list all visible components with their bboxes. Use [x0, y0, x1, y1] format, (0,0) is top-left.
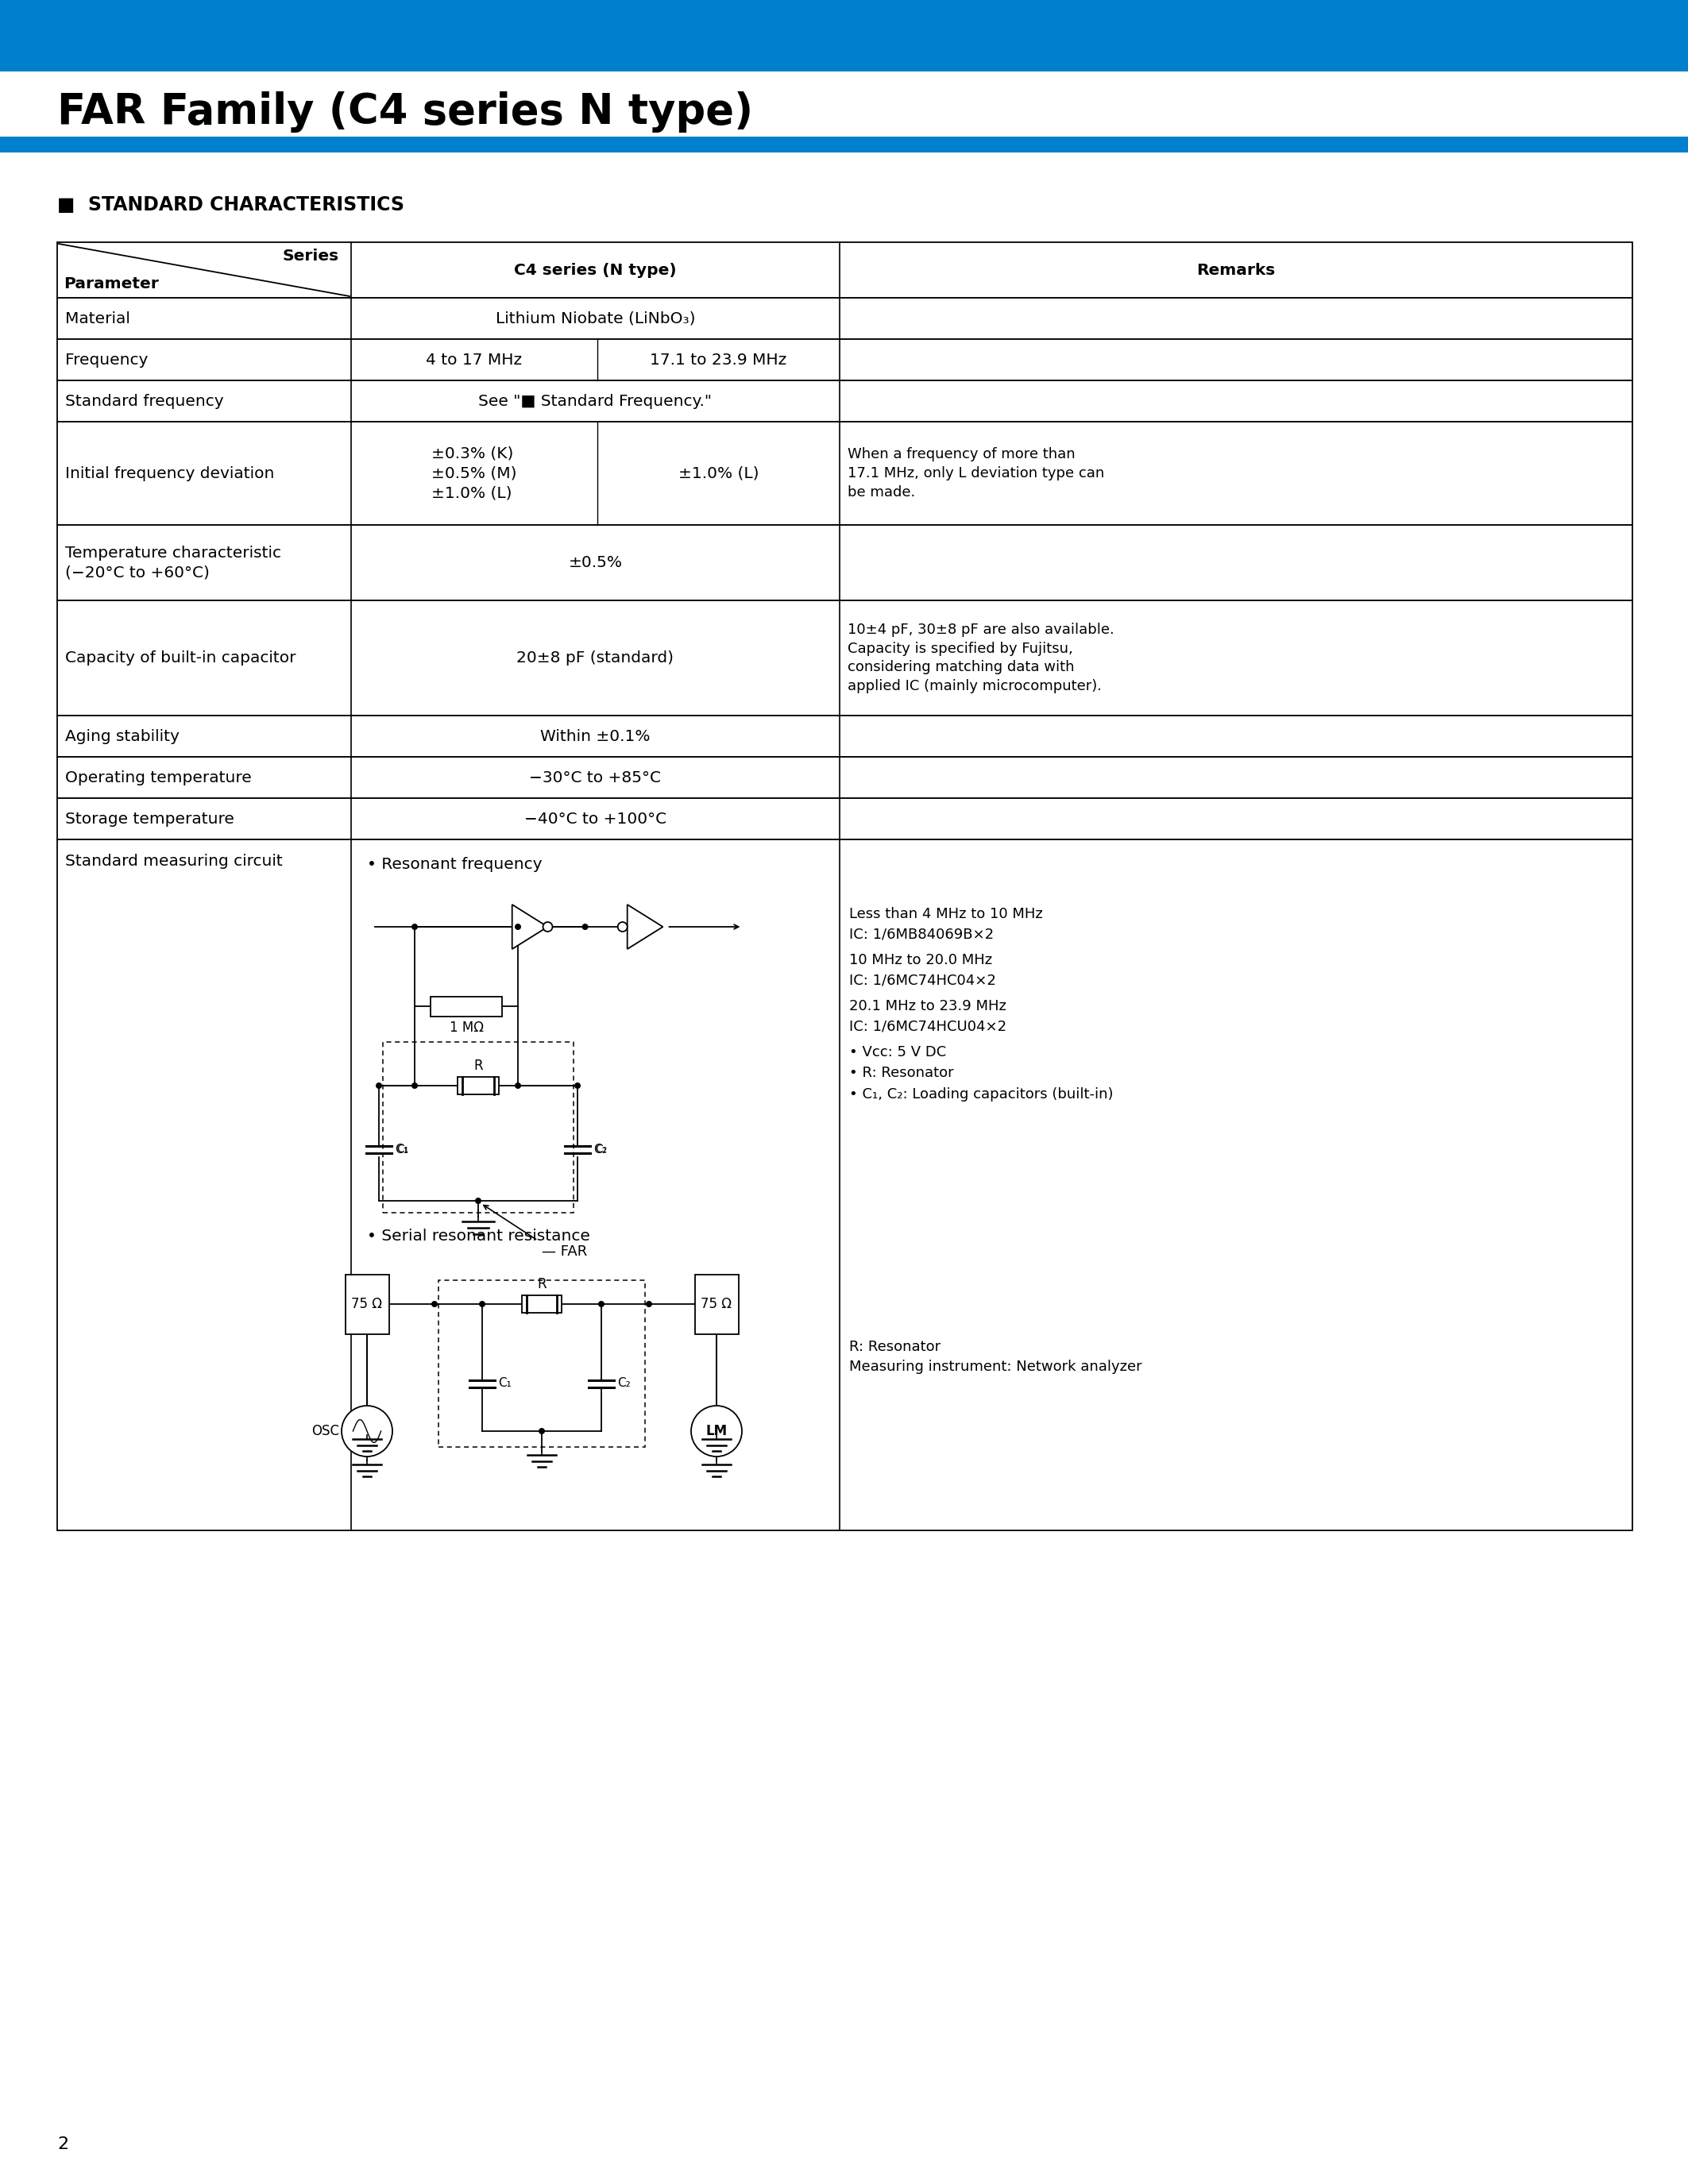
Bar [57, 524, 1632, 601]
Bar [457, 1077, 500, 1094]
Bar [522, 1295, 562, 1313]
Circle shape [412, 924, 419, 930]
Circle shape [598, 1302, 604, 1308]
Bar [0, 0, 1688, 72]
Text: FAR Family (C4 series N type): FAR Family (C4 series N type) [57, 92, 753, 133]
Text: OSC: OSC [311, 1424, 339, 1439]
Circle shape [432, 1302, 437, 1308]
Text: ■  STANDARD CHARACTERISTICS: ■ STANDARD CHARACTERISTICS [57, 194, 405, 214]
Circle shape [618, 922, 628, 933]
Text: 4 to 17 MHz: 4 to 17 MHz [425, 352, 522, 367]
Text: C₁: C₁ [498, 1378, 511, 1389]
Text: See "■ Standard Frequency.": See "■ Standard Frequency." [479, 393, 712, 408]
Bar [57, 242, 1632, 297]
Text: • Resonant frequency: • Resonant frequency [366, 856, 542, 871]
Circle shape [479, 1302, 486, 1308]
Circle shape [690, 1406, 743, 1457]
Text: 10 MHz to 20.0 MHz
IC: 1/6MC74HC04×2: 10 MHz to 20.0 MHz IC: 1/6MC74HC04×2 [849, 952, 996, 987]
Bar [57, 839, 1632, 1531]
Circle shape [341, 1406, 392, 1457]
Text: C₂: C₂ [594, 1142, 606, 1155]
Circle shape [474, 1197, 481, 1203]
Text: LM: LM [706, 1424, 728, 1439]
Text: Temperature characteristic
(−20°C to +60°C): Temperature characteristic (−20°C to +60… [66, 546, 282, 581]
Text: 17.1 to 23.9 MHz: 17.1 to 23.9 MHz [650, 352, 787, 367]
Text: • Vcc: 5 V DC
• R: Resonator
• C₁, C₂: Loading capacitors (built-in): • Vcc: 5 V DC • R: Resonator • C₁, C₂: L… [849, 1046, 1114, 1101]
Text: C₂: C₂ [618, 1378, 631, 1389]
Text: 2: 2 [57, 2136, 69, 2151]
Text: 10±4 pF, 30±8 pF are also available.
Capacity is specified by Fujitsu,
consideri: 10±4 pF, 30±8 pF are also available. Cap… [847, 622, 1114, 692]
Bar [57, 380, 1632, 422]
Bar [439, 1280, 645, 1448]
Polygon shape [628, 904, 663, 950]
Text: Lithium Niobate (LiNbO₃): Lithium Niobate (LiNbO₃) [496, 310, 695, 325]
Text: Parameter: Parameter [64, 277, 159, 290]
Text: Material: Material [66, 310, 130, 325]
Circle shape [582, 924, 589, 930]
Bar [695, 1273, 738, 1334]
Bar [383, 1042, 574, 1212]
Text: R: R [537, 1278, 547, 1291]
Text: C₁: C₁ [395, 1142, 408, 1155]
Bar [57, 339, 1632, 380]
Bar [57, 601, 1632, 716]
Bar [57, 422, 1632, 524]
Text: Frequency: Frequency [66, 352, 149, 367]
Text: ±0.5%: ±0.5% [569, 555, 623, 570]
Circle shape [544, 922, 552, 933]
Circle shape [538, 1428, 545, 1435]
Text: Standard measuring circuit: Standard measuring circuit [66, 854, 282, 869]
Text: — FAR: — FAR [542, 1245, 587, 1258]
Bar [57, 297, 1632, 339]
Text: C₂: C₂ [594, 1144, 608, 1155]
Bar [57, 716, 1632, 758]
Polygon shape [511, 904, 547, 950]
Text: Series: Series [282, 249, 339, 264]
Text: 75 Ω: 75 Ω [351, 1297, 383, 1310]
Text: R: R [474, 1059, 483, 1072]
Text: 75 Ω: 75 Ω [701, 1297, 733, 1310]
Text: −40°C to +100°C: −40°C to +100°C [525, 810, 667, 826]
Text: When a frequency of more than
17.1 MHz, only L deviation type can
be made.: When a frequency of more than 17.1 MHz, … [847, 448, 1104, 500]
Circle shape [412, 1083, 419, 1090]
Text: Initial frequency deviation: Initial frequency deviation [66, 465, 275, 480]
Text: Standard frequency: Standard frequency [66, 393, 225, 408]
Text: 20±8 pF (standard): 20±8 pF (standard) [517, 651, 674, 666]
Text: 20.1 MHz to 23.9 MHz
IC: 1/6MC74HCU04×2: 20.1 MHz to 23.9 MHz IC: 1/6MC74HCU04×2 [849, 998, 1006, 1033]
Text: Storage temperature: Storage temperature [66, 810, 235, 826]
Circle shape [515, 924, 522, 930]
Circle shape [574, 1083, 581, 1090]
Text: Aging stability: Aging stability [66, 729, 179, 745]
Bar [57, 758, 1632, 797]
Bar [344, 1273, 388, 1334]
Text: Capacity of built-in capacitor: Capacity of built-in capacitor [66, 651, 295, 666]
Text: ±0.3% (K)
±0.5% (M)
±1.0% (L): ±0.3% (K) ±0.5% (M) ±1.0% (L) [432, 446, 517, 500]
Text: ±1.0% (L): ±1.0% (L) [679, 465, 760, 480]
Text: Operating temperature: Operating temperature [66, 771, 252, 784]
Circle shape [515, 1083, 522, 1090]
Bar [430, 996, 501, 1016]
Circle shape [376, 1083, 381, 1090]
Text: Within ±0.1%: Within ±0.1% [540, 729, 650, 745]
Text: R: Resonator
Measuring instrument: Network analyzer: R: Resonator Measuring instrument: Netwo… [849, 1339, 1143, 1374]
Text: Less than 4 MHz to 10 MHz
IC: 1/6MB84069B×2: Less than 4 MHz to 10 MHz IC: 1/6MB84069… [849, 906, 1043, 941]
Text: • Serial resonant resistance: • Serial resonant resistance [366, 1230, 591, 1243]
Text: −30°C to +85°C: −30°C to +85°C [530, 771, 662, 784]
Bar [0, 138, 1688, 153]
Text: C4 series (N type): C4 series (N type) [515, 262, 677, 277]
Text: C₁: C₁ [397, 1144, 408, 1155]
Text: 1 MΩ: 1 MΩ [449, 1020, 483, 1035]
Text: Remarks: Remarks [1197, 262, 1276, 277]
Bar [57, 797, 1632, 839]
Circle shape [647, 1302, 652, 1308]
